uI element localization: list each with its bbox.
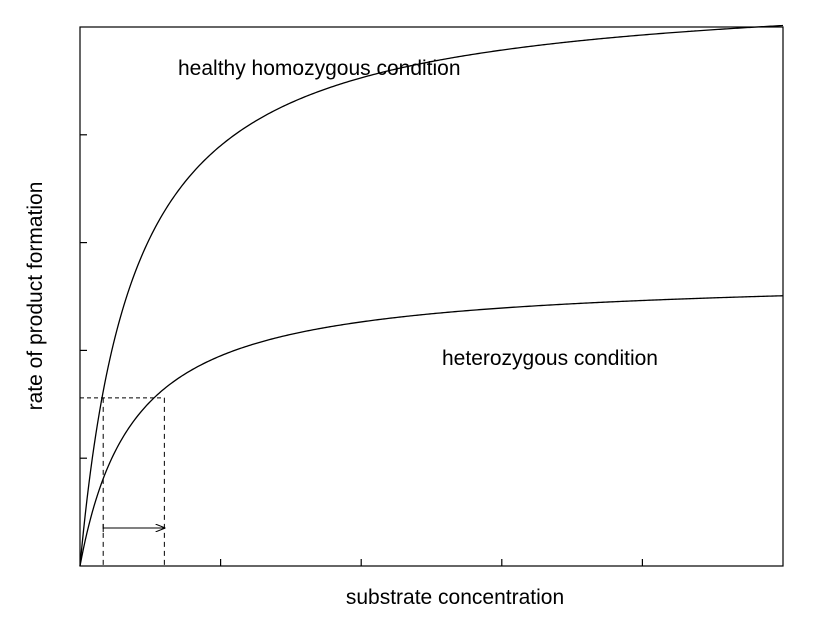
series-label-healthy-homozygous: healthy homozygous condition — [178, 57, 461, 80]
x-axis-label: substrate concentration — [346, 586, 564, 609]
series-line-0 — [79, 24, 784, 567]
series-line-1 — [79, 295, 784, 567]
plot-frame — [79, 26, 784, 567]
series-label-heterozygous: heterozygous condition — [442, 347, 658, 370]
y-axis-label: rate of product formation — [24, 182, 47, 411]
